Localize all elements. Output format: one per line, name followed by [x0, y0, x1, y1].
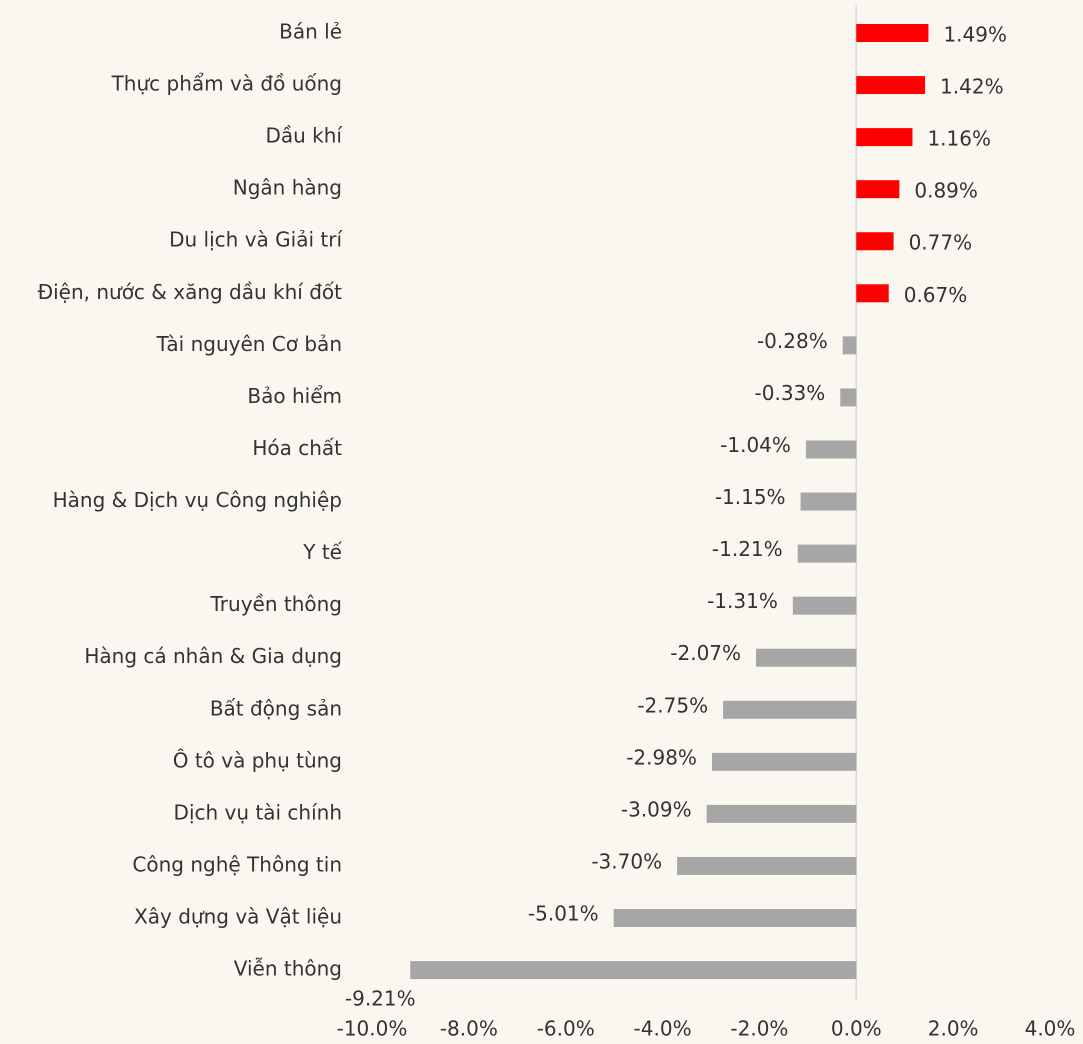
category-label: Ô tô và phụ tùng [173, 748, 342, 772]
bar [840, 388, 857, 407]
value-label: -1.15% [715, 485, 786, 509]
bar [805, 440, 857, 459]
bar [856, 76, 926, 95]
value-label: -0.28% [757, 329, 828, 353]
value-label: 1.16% [927, 127, 991, 151]
bar [613, 909, 857, 928]
bar [756, 648, 857, 667]
value-label: -1.04% [720, 433, 791, 457]
bar [856, 24, 929, 42]
x-tick-label: -6.0% [537, 1017, 595, 1041]
value-label: -2.07% [670, 641, 741, 665]
bar [797, 544, 857, 563]
value-label: -2.98% [626, 745, 697, 769]
category-label: Bảo hiểm [247, 384, 342, 408]
bar [792, 596, 857, 615]
value-label: -1.21% [712, 537, 783, 561]
value-label: -0.33% [755, 381, 826, 405]
x-tick-label: -4.0% [634, 1017, 692, 1041]
category-label: Truyền thông [210, 592, 342, 616]
category-label: Du lịch và Giải trí [169, 228, 343, 252]
x-tick-label: 4.0% [1025, 1017, 1076, 1041]
bar [410, 961, 857, 980]
value-label: -3.70% [591, 849, 662, 873]
value-label: 1.42% [940, 75, 1004, 99]
x-tick-label: -2.0% [730, 1017, 788, 1041]
category-label: Dịch vụ tài chính [174, 800, 342, 824]
bar [711, 752, 857, 771]
bar [856, 232, 894, 251]
x-tick-label: -8.0% [440, 1017, 498, 1041]
category-label: Điện, nước & xăng dầu khí đốt [38, 280, 343, 304]
bar [856, 284, 889, 303]
value-label: -5.01% [528, 902, 599, 926]
category-label: Công nghệ Thông tin [132, 852, 342, 876]
value-label: 0.67% [904, 283, 968, 307]
bar [706, 804, 857, 823]
category-label: Bất động sản [210, 696, 342, 720]
category-label: Xây dựng và Vật liệu [134, 905, 342, 929]
bar [856, 128, 913, 147]
bar [677, 856, 857, 875]
value-label: 0.77% [909, 231, 973, 255]
category-label: Y tế [302, 540, 342, 564]
bar [723, 700, 857, 719]
value-label: -9.21% [345, 987, 416, 1011]
x-tick-label: -10.0% [337, 1017, 408, 1041]
x-tick-label: 2.0% [928, 1017, 979, 1041]
category-label: Thực phẩm và đồ uống [111, 72, 342, 96]
category-label: Hóa chất [252, 436, 342, 460]
category-label: Bán lẻ [279, 20, 342, 44]
category-label: Hàng cá nhân & Gia dụng [84, 644, 342, 668]
x-tick-label: 0.0% [831, 1017, 882, 1041]
category-label: Ngân hàng [233, 176, 342, 200]
value-label: -1.31% [707, 589, 778, 613]
bar [856, 180, 900, 199]
category-label: Hàng & Dịch vụ Công nghiệp [53, 488, 342, 512]
bar [800, 492, 857, 511]
value-label: -2.75% [637, 693, 708, 717]
value-label: 1.49% [943, 23, 1007, 47]
value-label: -3.09% [621, 797, 692, 821]
category-label: Dầu khí [265, 124, 343, 148]
category-label: Tài nguyên Cơ bản [156, 332, 342, 356]
category-label: Viễn thông [234, 957, 342, 981]
value-label: 0.89% [914, 179, 978, 203]
bar [842, 336, 857, 355]
